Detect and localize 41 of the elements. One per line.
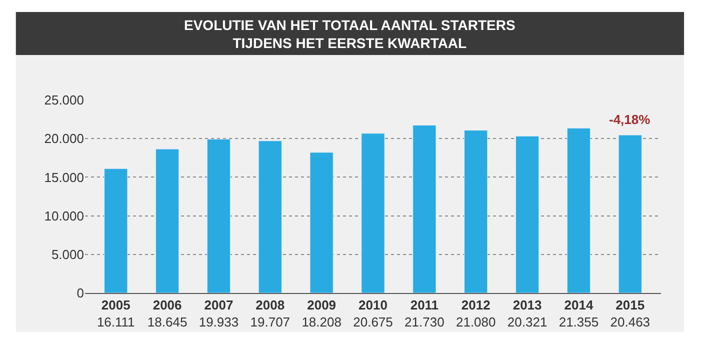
x-tick-label: 2007 — [204, 298, 234, 313]
x-tick-label: 2014 — [564, 298, 594, 313]
x-tick-label: 2013 — [512, 298, 542, 313]
bar — [155, 148, 180, 293]
bar — [566, 128, 591, 293]
chart-title: EVOLUTIE VAN HET TOTAAL AANTAL STARTERS TIJDENS HET EERSTE KWARTAAL — [184, 17, 516, 52]
bar — [618, 134, 642, 293]
bar — [258, 140, 282, 293]
data-label: 20.321 — [507, 314, 548, 330]
bar — [206, 138, 231, 293]
data-label: 21.080 — [456, 314, 496, 330]
bar — [104, 168, 128, 293]
y-tick-label: 20.000 — [44, 131, 84, 146]
data-label: 21.730 — [404, 314, 444, 330]
bar — [361, 133, 385, 293]
y-tick-label: 10.000 — [44, 208, 84, 224]
data-label: 21.355 — [558, 314, 599, 330]
x-tick-label: 2006 — [152, 298, 182, 313]
x-tick-label: 2011 — [410, 298, 439, 313]
x-tick-label: 2009 — [307, 298, 336, 313]
data-label: 19.933 — [198, 314, 239, 330]
data-label: 18.208 — [302, 314, 342, 330]
x-tick-label: 2005 — [101, 298, 130, 313]
x-tick-label: 2015 — [616, 298, 645, 313]
annotation: -4,18% — [609, 112, 651, 127]
bar — [412, 124, 436, 293]
x-tick-label: 2008 — [256, 298, 285, 313]
y-tick-label: 15.000 — [44, 170, 84, 185]
data-label: 16.111 — [96, 314, 135, 330]
y-tick-label: 25.000 — [44, 92, 84, 108]
x-tick-label: 2010 — [358, 298, 388, 313]
data-label: 20.463 — [610, 314, 650, 330]
bar — [464, 130, 488, 293]
bar — [515, 136, 540, 293]
y-tick-label: 0 — [76, 286, 84, 301]
x-tick-label: 2012 — [461, 298, 490, 313]
data-label: 20.675 — [353, 314, 393, 330]
data-label: 18.645 — [147, 314, 188, 330]
bar — [310, 152, 334, 293]
data-label: 19.707 — [250, 314, 290, 330]
y-tick-label: 5.000 — [51, 246, 84, 262]
